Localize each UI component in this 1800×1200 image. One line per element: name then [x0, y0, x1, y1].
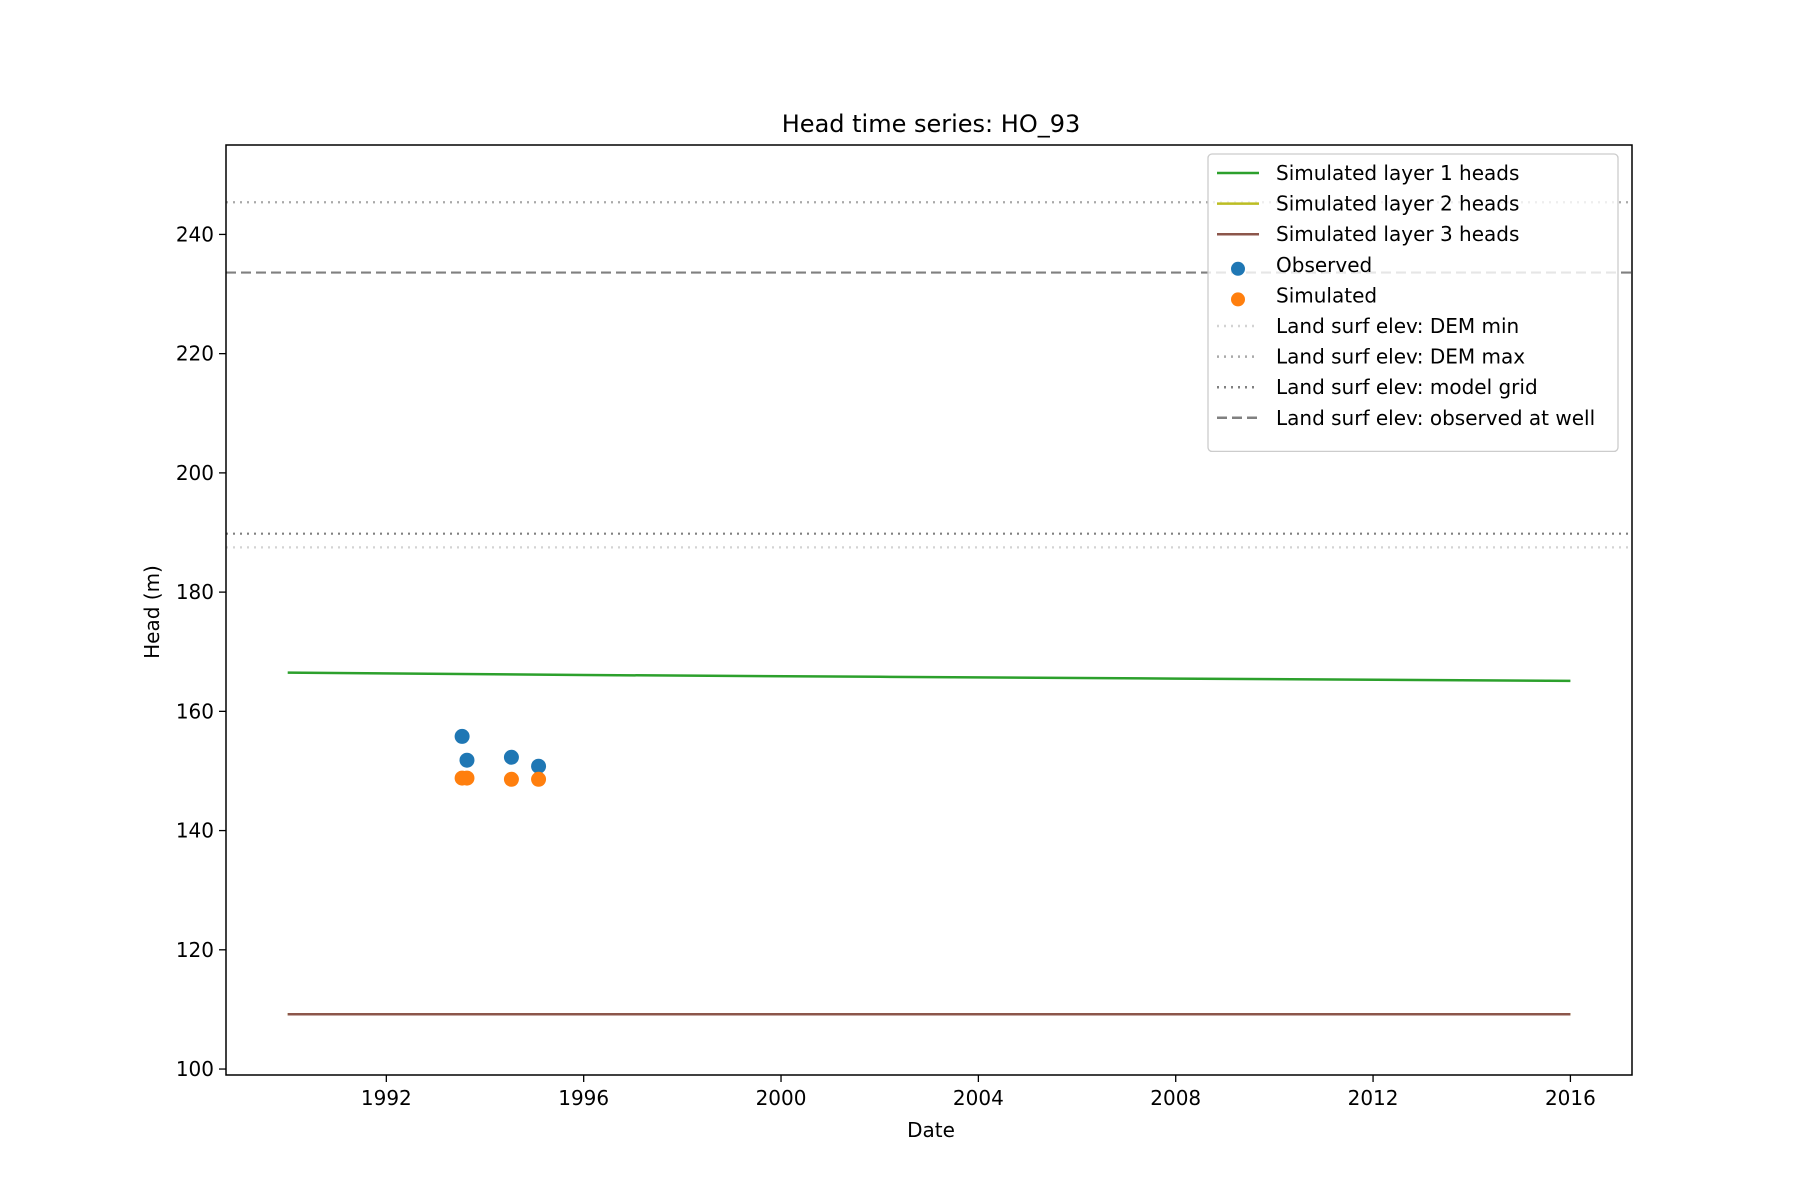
x-axis-label: Date [907, 1118, 955, 1142]
point-simulated [531, 771, 547, 787]
chart-title: Head time series: HO_93 [782, 110, 1081, 138]
point-observed [459, 752, 475, 768]
legend-label: Land surf elev: observed at well [1276, 406, 1595, 430]
series-simulated-layer-1-heads [287, 671, 1571, 683]
legend-box [1207, 153, 1619, 453]
point-observed [503, 749, 519, 765]
x-tick-label: 1992 [361, 1086, 412, 1110]
axis-ticks: 1992 1996 2000 2004 2008 2012 2016 100 120 140 160… [176, 222, 1596, 1110]
legend-label: Land surf elev: DEM max [1276, 345, 1525, 369]
x-tick-label: 2016 [1545, 1086, 1596, 1110]
y-tick-label: 120 [176, 938, 214, 962]
y-tick-label: 140 [176, 819, 214, 843]
x-tick-label: 2012 [1348, 1086, 1399, 1110]
point-simulated [503, 771, 519, 787]
y-tick-label: 220 [176, 342, 214, 366]
x-tick-label: 2008 [1150, 1086, 1201, 1110]
legend-label: Land surf elev: DEM min [1276, 314, 1519, 338]
legend-marker-simulated [1231, 292, 1245, 307]
legend-label: Observed [1276, 253, 1372, 277]
y-tick-label: 200 [176, 461, 214, 485]
y-tick-label: 160 [176, 699, 214, 723]
plot-area [226, 201, 1632, 1016]
point-simulated [459, 770, 475, 786]
y-axis-label: Head (m) [140, 565, 164, 659]
legend-label: Simulated layer 3 heads [1276, 222, 1519, 246]
point-observed [531, 758, 547, 774]
point-observed [454, 728, 470, 744]
legend-marker-observed [1231, 261, 1245, 276]
y-tick-label: 100 [176, 1057, 214, 1081]
legend-label: Land surf elev: model grid [1276, 375, 1538, 399]
legend: Simulated layer 1 heads Simulated layer 2… [1207, 153, 1619, 453]
y-tick-label: 240 [176, 222, 214, 246]
x-tick-label: 2004 [953, 1086, 1004, 1110]
legend-label: Simulated layer 1 heads [1276, 161, 1519, 185]
x-tick-label: 2000 [756, 1086, 807, 1110]
legend-label: Simulated [1276, 283, 1377, 307]
plot-frame [225, 144, 1633, 1076]
y-tick-label: 180 [176, 580, 214, 604]
x-tick-label: 1996 [558, 1086, 609, 1110]
legend-label: Simulated layer 2 heads [1276, 192, 1519, 216]
